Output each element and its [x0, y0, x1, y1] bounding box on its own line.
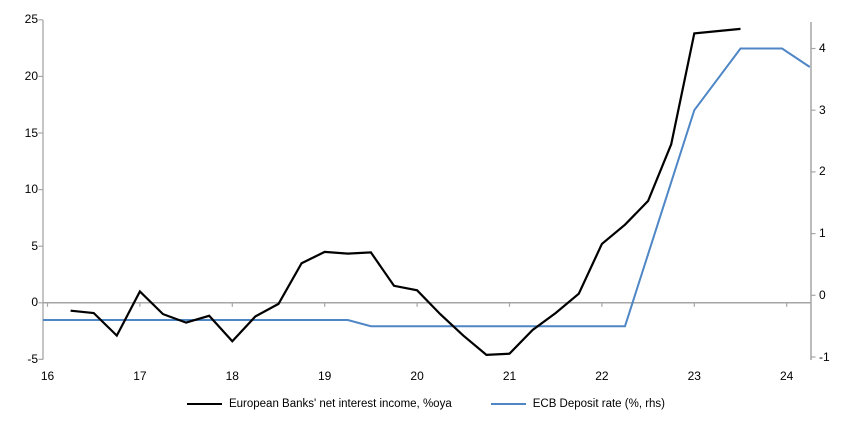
- deposit-rate-line-swatch: [490, 403, 526, 405]
- left-axis-tick-label: -5: [27, 351, 38, 366]
- x-axis-tick-label: 20: [410, 369, 424, 383]
- right-axis-tick-label: 2: [819, 164, 826, 179]
- right-axis-tick-label: 1: [819, 226, 826, 241]
- legend-item-deposit-rate: ECB Deposit rate (%, rhs): [490, 397, 666, 411]
- left-axis-tick-label: 10: [24, 182, 38, 197]
- chart-legend: European Banks' net interest income, %oy…: [0, 395, 852, 413]
- right-axis-tick-label: 3: [819, 102, 826, 117]
- deposit-rate-legend-label: ECB Deposit rate (%, rhs): [532, 398, 666, 410]
- left-axis-tick-label: 15: [24, 125, 38, 140]
- legend-item-net-interest-income: European Banks' net interest income, %oy…: [186, 397, 452, 411]
- nii-line-series: [70, 27, 741, 357]
- right-axis-tick-label: 0: [819, 287, 826, 302]
- right-axis-tick-label: 4: [819, 41, 826, 55]
- left-axis-tick-label: 0: [31, 295, 38, 310]
- left-axis-tick-label: 25: [24, 12, 38, 27]
- x-axis-tick-label: 23: [687, 369, 701, 383]
- nii-line-swatch: [186, 403, 222, 405]
- x-axis-tick-label: 21: [502, 369, 517, 383]
- x-axis-tick-label: 19: [318, 369, 332, 383]
- x-axis-tick-label: 17: [133, 369, 147, 383]
- x-axis-tick-label: 22: [595, 369, 609, 383]
- left-axis-tick-label: 5: [31, 238, 38, 253]
- nii-legend-label: European Banks' net interest income, %oy…: [228, 398, 452, 410]
- deposit-rate-line-series: [43, 47, 811, 328]
- x-axis-tick-label: 24: [780, 369, 794, 383]
- x-axis-tick-label: 18: [225, 369, 239, 383]
- x-axis-tick-label: 16: [40, 369, 55, 383]
- right-axis-tick-label: -1: [819, 349, 830, 364]
- left-axis-tick-label: 20: [24, 68, 38, 83]
